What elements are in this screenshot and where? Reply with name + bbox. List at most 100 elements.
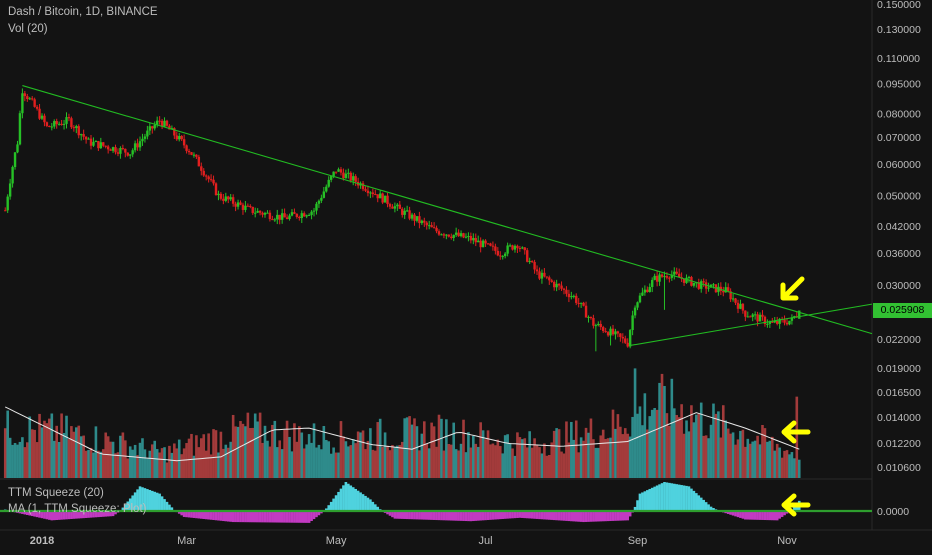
candle-body [391, 207, 393, 209]
candle [11, 166, 13, 188]
squeeze-bar [646, 490, 649, 511]
volume-bar [269, 447, 272, 478]
squeeze-bar [457, 511, 460, 521]
candle-body [472, 238, 474, 240]
candle-body [379, 193, 381, 198]
volume-bar [171, 453, 174, 478]
squeeze-bar [254, 511, 257, 522]
candle [568, 290, 570, 302]
candle-body [445, 235, 447, 236]
volume-bar [26, 442, 29, 478]
candle-body [617, 331, 619, 333]
candle-body [504, 254, 506, 256]
candle-body [205, 175, 207, 176]
candle [283, 208, 285, 217]
volume-bar [48, 419, 51, 478]
candle [651, 277, 653, 292]
squeeze-bar [499, 511, 502, 519]
candle-body [421, 221, 423, 223]
candle [744, 310, 746, 321]
candle [700, 279, 702, 292]
candle-body [46, 122, 48, 126]
candle [423, 218, 425, 227]
candle-body [117, 152, 119, 154]
candle-body [577, 303, 579, 304]
squeeze-bar [251, 511, 254, 522]
candle [551, 279, 553, 283]
volume-bar [771, 437, 774, 478]
candle-body [215, 183, 217, 195]
price-tick-label: 0.095000 [877, 79, 921, 91]
candle [406, 206, 408, 212]
squeeze-bar [685, 486, 688, 511]
candle [183, 135, 185, 149]
candle-body [580, 303, 582, 304]
squeeze-bar [506, 511, 509, 519]
candle-body [700, 281, 702, 289]
candle [482, 239, 484, 247]
squeeze-bar [572, 511, 575, 521]
volume-bar [565, 421, 568, 478]
volume-bar [256, 421, 259, 478]
volume-bar [474, 444, 477, 478]
candle [200, 163, 202, 176]
candle [261, 212, 263, 218]
volume-bar [450, 445, 453, 478]
candle [51, 123, 53, 130]
volume-bar [644, 393, 647, 478]
candle [276, 210, 278, 224]
volume-bar [455, 449, 458, 478]
candle [661, 273, 663, 278]
squeeze-bar [300, 511, 303, 523]
squeeze-bar [590, 511, 593, 522]
candle-body [75, 126, 77, 128]
candle-body [460, 233, 462, 236]
candle [521, 246, 523, 249]
candle-body [136, 143, 138, 147]
candle [337, 168, 339, 172]
candle-body [408, 210, 410, 218]
candle-body [465, 237, 467, 238]
squeeze-bar [357, 491, 360, 511]
volume-bar [239, 421, 242, 478]
volume-bar [136, 455, 139, 478]
squeeze-bar [398, 511, 401, 519]
candle-body [661, 274, 663, 276]
squeeze-bar [482, 511, 485, 520]
volume-bar [114, 453, 117, 478]
squeeze-bar [509, 511, 512, 518]
volume-bar [651, 410, 654, 478]
candle-body [154, 125, 156, 129]
candle [56, 119, 58, 129]
candle-body [440, 234, 442, 235]
squeeze-bar [479, 511, 482, 521]
volume-bar [783, 451, 786, 478]
squeeze-bar [595, 511, 598, 522]
volume-bar [303, 448, 306, 478]
candle [220, 192, 222, 201]
candle [173, 127, 175, 139]
volume-bar [298, 426, 301, 478]
candle [609, 326, 611, 345]
candle-body [783, 320, 785, 323]
candle [604, 328, 606, 333]
squeeze-bar [702, 500, 705, 511]
volume-bar [354, 443, 357, 478]
candle-body [587, 317, 589, 318]
squeeze-bar [622, 511, 625, 521]
volume-bar [153, 441, 156, 478]
squeeze-bar [504, 511, 507, 519]
volume-bar [749, 444, 752, 478]
volume-bar [675, 415, 678, 478]
candle [328, 176, 330, 187]
candle-body [21, 93, 23, 113]
candle [416, 216, 418, 222]
volume-bar [423, 421, 426, 478]
candle-body [673, 272, 675, 275]
candle [702, 278, 704, 286]
squeeze-bar [232, 511, 235, 522]
candle-body [688, 277, 690, 278]
squeeze-bar [683, 485, 686, 511]
squeeze-bar [202, 511, 205, 519]
volume-bar [465, 452, 468, 478]
